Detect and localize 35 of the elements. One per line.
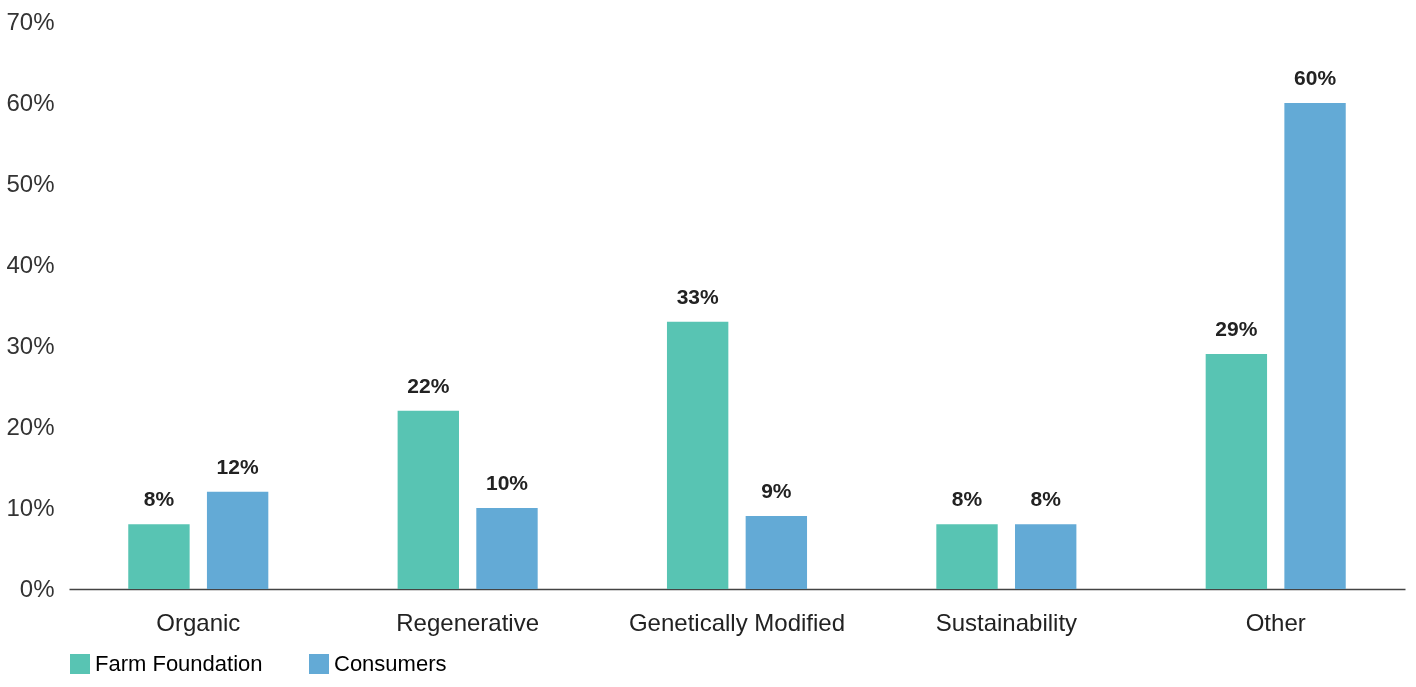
bar (206, 491, 269, 589)
data-label: 9% (761, 479, 792, 503)
bar (745, 516, 808, 589)
data-label: 10% (485, 471, 529, 494)
bar (936, 524, 998, 589)
x-tick-label: Sustainability (935, 608, 1078, 636)
x-tick-label: Regenerative (396, 608, 540, 636)
data-label: 29% (1215, 317, 1258, 341)
y-tick-label: 50% (6, 169, 55, 197)
y-tick-label: 60% (6, 88, 55, 116)
data-label: 12% (216, 454, 259, 478)
bar (1205, 354, 1268, 589)
data-label: 33% (676, 284, 719, 308)
x-tick-label: Other (1245, 608, 1306, 636)
legend-label: Consumers (334, 651, 447, 676)
data-label: 8% (1030, 487, 1062, 511)
data-label: 8% (143, 487, 175, 511)
bar (476, 508, 538, 589)
y-tick-label: 30% (6, 331, 55, 359)
data-label: 22% (407, 373, 450, 397)
data-label: 8% (951, 487, 983, 511)
y-tick-label: 20% (6, 412, 55, 440)
y-tick-label: 0% (19, 574, 55, 602)
bar (397, 410, 459, 589)
bar (128, 524, 190, 589)
y-tick-label: 40% (6, 250, 55, 278)
x-tick-label: Genetically Modified (628, 608, 846, 636)
bar (1015, 524, 1077, 589)
bar (1284, 103, 1346, 589)
legend-label: Farm Foundation (95, 651, 263, 676)
bar (666, 321, 729, 589)
x-tick-label: Organic (156, 608, 241, 636)
y-tick-label: 70% (6, 7, 55, 35)
data-label: 60% (1294, 66, 1337, 89)
y-tick-label: 10% (6, 493, 55, 521)
